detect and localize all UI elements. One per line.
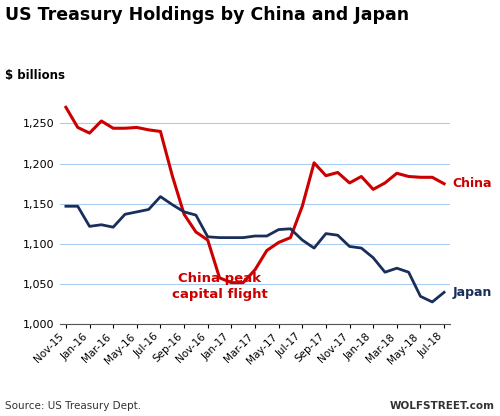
Text: China: China <box>452 177 492 190</box>
Text: $ billions: $ billions <box>5 69 65 82</box>
Text: US Treasury Holdings by China and Japan: US Treasury Holdings by China and Japan <box>5 6 409 24</box>
Text: China peak
capital flight: China peak capital flight <box>172 272 268 300</box>
Text: WOLFSTREET.com: WOLFSTREET.com <box>390 401 495 411</box>
Text: Source: US Treasury Dept.: Source: US Treasury Dept. <box>5 401 141 411</box>
Text: Japan: Japan <box>452 286 492 299</box>
